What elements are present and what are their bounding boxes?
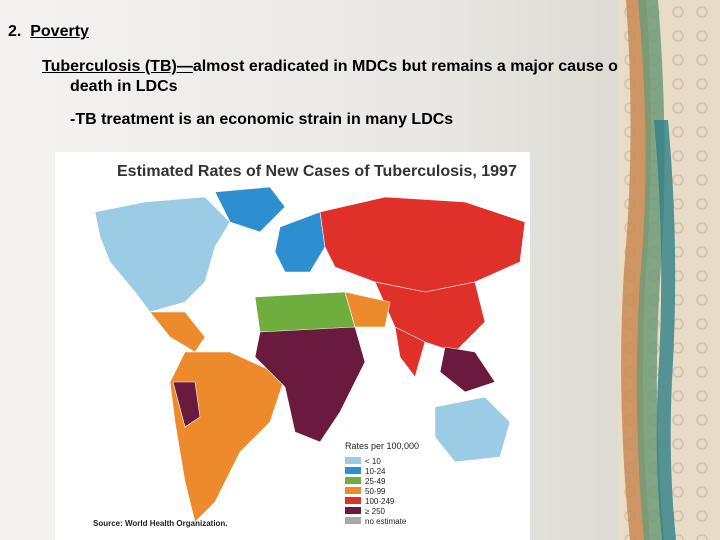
india: [394, 326, 426, 378]
greenland: [214, 186, 286, 233]
legend-label: 25-49: [365, 477, 386, 486]
underlined-term: Tuberculosis (TB)—: [42, 58, 193, 75]
heading: 2. Poverty: [8, 23, 89, 41]
paragraph-text: almost eradicated in MDCs but remains a …: [70, 58, 624, 95]
legend-label: no estimate: [365, 517, 407, 526]
australia: [434, 396, 511, 463]
southeast-asia: [439, 346, 496, 393]
middle-east: [344, 291, 391, 328]
legend-label: 100-249: [365, 497, 395, 506]
legend-label: 50-99: [365, 487, 386, 496]
heading-number: 2.: [8, 23, 22, 40]
north-america: [94, 196, 231, 313]
central-america: [149, 311, 206, 353]
legend-swatch: [345, 467, 361, 474]
legend-swatch: [345, 457, 361, 464]
legend-swatch: [345, 497, 361, 504]
decorative-border: [618, 0, 720, 540]
heading-title: Poverty: [30, 23, 89, 40]
sub-saharan-africa: [254, 326, 366, 443]
legend-label: < 10: [365, 457, 381, 466]
legend-label: 10-24: [365, 467, 386, 476]
legend-swatch: [345, 517, 361, 524]
south-america-dark: [172, 381, 201, 428]
paragraph: Tuberculosis (TB)—almost eradicated in M…: [42, 57, 630, 97]
paragraph: -TB treatment is an economic strain in m…: [70, 111, 454, 128]
legend-swatch: [345, 477, 361, 484]
north-africa: [254, 291, 356, 333]
legend-label: ≥ 250: [365, 507, 386, 516]
legend-swatch: [345, 507, 361, 514]
map-title: Estimated Rates of New Cases of Tubercul…: [117, 163, 517, 180]
map-source: Source: World Health Organization.: [93, 519, 228, 528]
map-image: Estimated Rates of New Cases of Tubercul…: [55, 152, 530, 540]
legend-title: Rates per 100,000: [345, 441, 419, 451]
legend-swatch: [345, 487, 361, 494]
continents: [94, 186, 526, 523]
